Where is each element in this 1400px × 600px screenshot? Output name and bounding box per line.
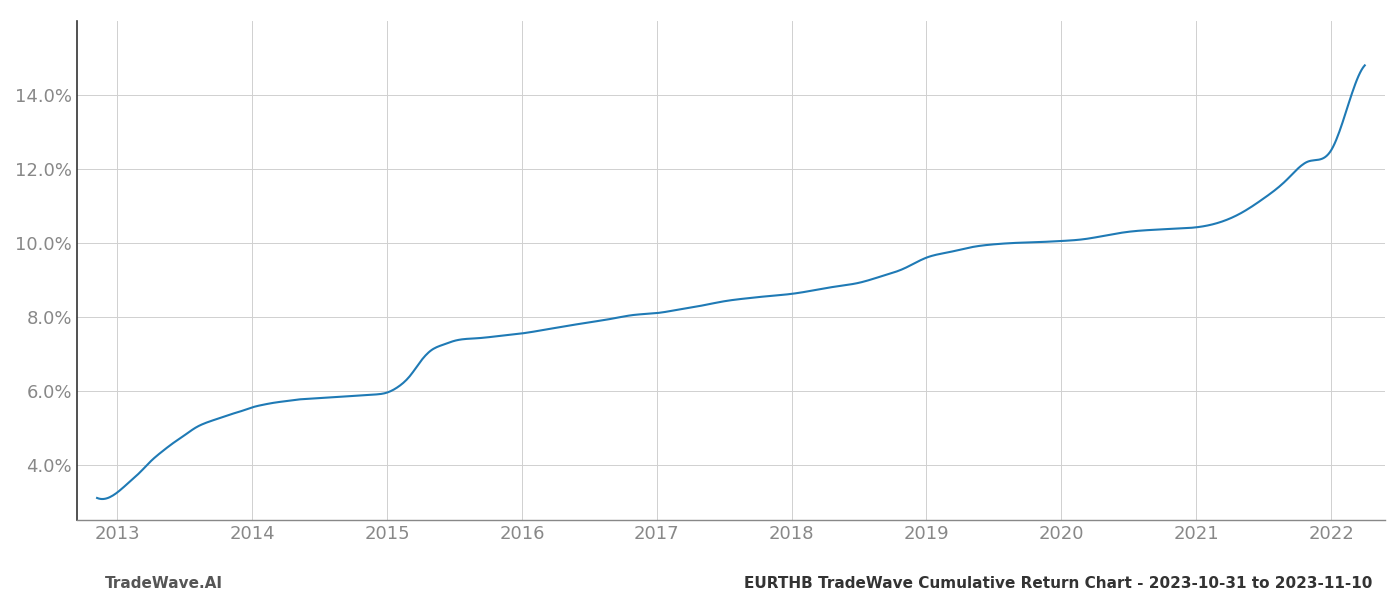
Text: EURTHB TradeWave Cumulative Return Chart - 2023-10-31 to 2023-11-10: EURTHB TradeWave Cumulative Return Chart… bbox=[743, 576, 1372, 591]
Text: TradeWave.AI: TradeWave.AI bbox=[105, 576, 223, 591]
